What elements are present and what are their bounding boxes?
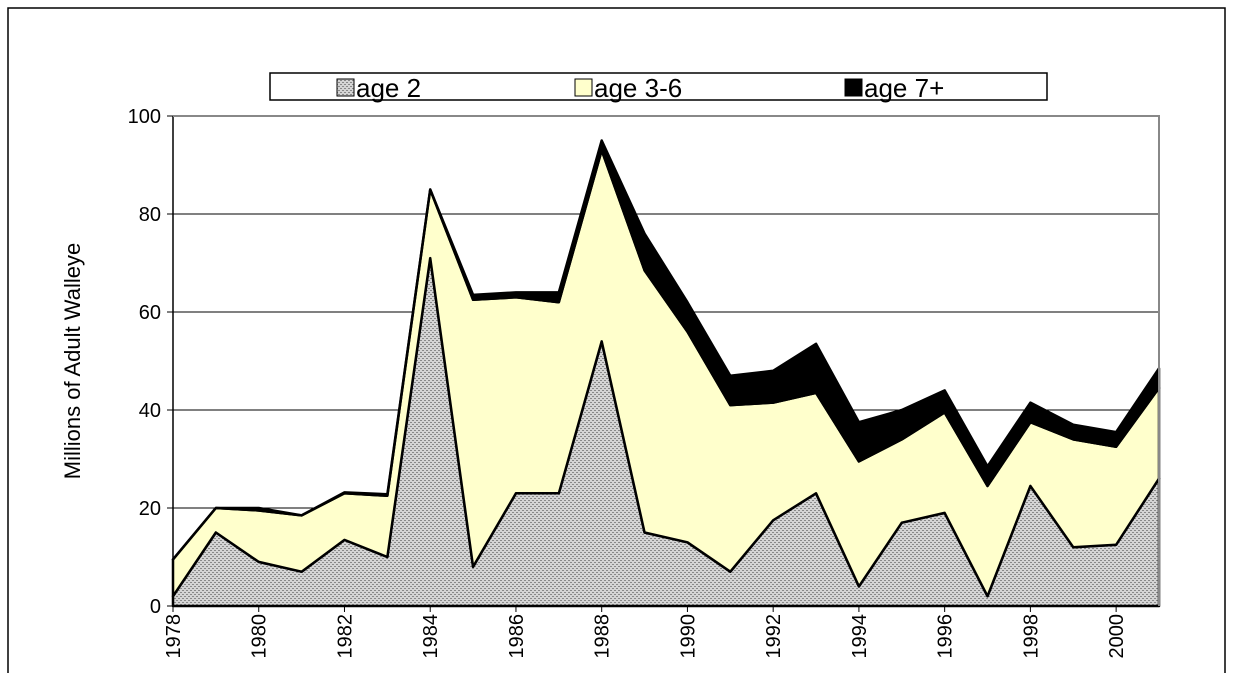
y-tick-label: 40 bbox=[139, 400, 161, 422]
x-tick-label: 1986 bbox=[506, 614, 528, 659]
y-tick-label: 0 bbox=[150, 596, 161, 618]
x-tick-label: 1978 bbox=[163, 614, 185, 659]
y-tick-label: 80 bbox=[139, 204, 161, 226]
x-tick-label: 1990 bbox=[677, 614, 699, 659]
plot-border bbox=[173, 115, 1160, 606]
x-tick-label: 1994 bbox=[849, 614, 871, 659]
x-tick-label: 1992 bbox=[763, 614, 785, 659]
legend-swatch bbox=[574, 78, 593, 97]
legend-label: age 3-6 bbox=[594, 73, 682, 103]
x-tick-label: 2000 bbox=[1106, 614, 1128, 659]
x-tick-label: 1996 bbox=[935, 614, 957, 659]
x-tick-label: 1984 bbox=[420, 614, 442, 659]
y-tick-label: 20 bbox=[139, 498, 161, 520]
y-tick-label: 100 bbox=[128, 106, 161, 128]
legend-swatch bbox=[336, 78, 355, 97]
x-tick-label: 1980 bbox=[249, 614, 271, 659]
y-tick-label: 60 bbox=[139, 302, 161, 324]
x-tick-label: 1988 bbox=[592, 614, 614, 659]
legend-label: age 2 bbox=[356, 73, 421, 103]
x-tick-label: 1982 bbox=[334, 614, 356, 659]
legend-box bbox=[269, 72, 1048, 101]
frame bbox=[7, 7, 1226, 678]
legend-swatch bbox=[844, 78, 863, 97]
x-tick-label: 1998 bbox=[1020, 614, 1042, 659]
legend-label: age 7+ bbox=[864, 73, 944, 103]
area bbox=[171, 149, 1161, 598]
y-axis-label: Millions of Adult Walleye bbox=[60, 243, 85, 479]
